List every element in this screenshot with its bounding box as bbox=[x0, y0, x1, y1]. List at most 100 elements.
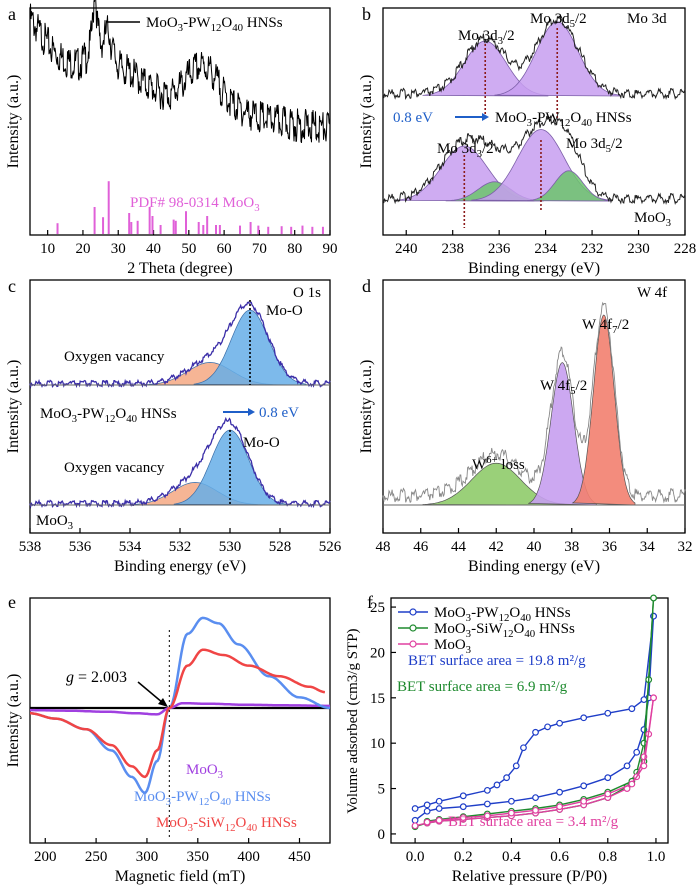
panel-f-point bbox=[435, 805, 443, 812]
panel-b-ylabel: Intensity (a.u.) bbox=[358, 75, 375, 169]
panel-d-xtick-label: 46 bbox=[413, 539, 429, 555]
panel-b-top-envelope bbox=[382, 15, 686, 101]
panel-e-series-2 bbox=[30, 648, 325, 779]
panel-f-bet-label: BET surface area = 19.8 m²/g bbox=[408, 653, 586, 669]
panel-c-xtick-label: 536 bbox=[69, 539, 92, 555]
panel-c-corner-label: O 1s bbox=[293, 285, 321, 301]
panel-f-point bbox=[512, 762, 520, 770]
panel-f-legend-label: MoO3-SiW12O40 HNSs bbox=[434, 621, 575, 640]
panel-b-xtick-label: 238 bbox=[441, 241, 464, 257]
panel-e-xtick-label: 200 bbox=[34, 849, 57, 865]
panel-b-xlabel: Binding energy (eV) bbox=[468, 260, 600, 277]
panel-c-xtick-label: 532 bbox=[169, 539, 192, 555]
panel-f-xtick-label: 0.8 bbox=[598, 849, 617, 865]
panel-d-ylabel: Intensity (a.u.) bbox=[358, 360, 375, 454]
panel-f-point bbox=[650, 612, 657, 620]
panel-a-xtick-label: 80 bbox=[287, 241, 302, 257]
panel-e-series-0 bbox=[30, 701, 330, 716]
panel-f-point bbox=[556, 719, 564, 727]
panel-e-xtick-label: 400 bbox=[237, 849, 260, 865]
panel-c-xtick-label: 526 bbox=[319, 539, 342, 555]
panel-f-point bbox=[435, 816, 443, 824]
panel-e-xtick-label: 450 bbox=[288, 849, 311, 865]
panel-b-bottom-label-1: Mo 3d3/2 bbox=[437, 141, 494, 160]
panel-f-bet-label: BET surface area = 3.4 m²/g bbox=[448, 814, 619, 830]
panel-c-bottom-envelope bbox=[29, 416, 331, 509]
panel-f-point bbox=[604, 790, 612, 798]
panel-letter-e: e bbox=[8, 592, 16, 612]
panel-e-label-siw: MoO3-SiW12O40 HNSs bbox=[156, 815, 297, 834]
panel-letter-c: c bbox=[8, 276, 16, 296]
panel-e-label-moo3: MoO3 bbox=[186, 762, 223, 781]
panel-f-legend-marker bbox=[409, 640, 417, 648]
panel-d-label-w4f72: W 4f7/2 bbox=[582, 317, 629, 336]
panel-f-series-2-des bbox=[426, 697, 655, 823]
panel-f-ytick-label: 10 bbox=[370, 736, 385, 752]
panel-f-point bbox=[628, 780, 636, 788]
panel-f-point bbox=[411, 805, 419, 812]
panel-f-ytick-label: 20 bbox=[370, 645, 385, 661]
panel-c-xtick-label: 538 bbox=[19, 539, 42, 555]
panel-f-point bbox=[423, 818, 431, 826]
panel-b-top-label-1: Mo 3d3/2 bbox=[458, 28, 515, 47]
panel-c-top-moo-label: Mo-O bbox=[266, 303, 303, 319]
panel-f-point bbox=[556, 788, 564, 796]
panel-f-point bbox=[508, 809, 515, 817]
panel-f-point bbox=[650, 594, 657, 602]
panel-f-point bbox=[493, 781, 501, 789]
panel-d-xtick-label: 32 bbox=[678, 539, 693, 555]
panel-a-xlabel: 2 Theta (degree) bbox=[127, 260, 232, 277]
panel-e-ylabel: Intensity (a.u.) bbox=[5, 674, 22, 768]
panel-f-legend-label: MoO3 bbox=[434, 637, 471, 656]
panel-c-xtick-label: 534 bbox=[119, 539, 142, 555]
panel-e: 200 250 300 350 400 450 Magnetic field (mT) Int… bbox=[5, 597, 331, 885]
panel-f-xtick-label: 1.0 bbox=[647, 849, 666, 865]
panel-e-xtick-label: 350 bbox=[187, 849, 210, 865]
panel-b-xtick-label: 230 bbox=[627, 241, 650, 257]
panel-c-shift-label: 0.8 eV bbox=[259, 405, 299, 421]
panel-f-legend-marker bbox=[409, 624, 417, 632]
panel-f-ytick-label: 15 bbox=[370, 691, 385, 707]
panel-f-point bbox=[459, 792, 467, 800]
panel-f-xlabel: Relative pressure (P/P0) bbox=[452, 868, 608, 885]
panel-f-point bbox=[580, 797, 588, 805]
panel-a-xtick-label: 70 bbox=[252, 241, 267, 257]
panel-b-bottom-peak bbox=[526, 170, 612, 202]
panel-f-point bbox=[459, 803, 467, 811]
panel-e-label-pw: MoO3-PW12O40 HNSs bbox=[134, 789, 271, 808]
panel-b-ref-label: MoO3 bbox=[634, 210, 671, 229]
panel-f: 0.0 0.2 0.4 0.6 0.8 1.0 Relative pressure (P/P… bbox=[345, 594, 669, 885]
panel-f-point bbox=[411, 822, 419, 830]
panel-d: 48 46 44 42 40 38 36 34 32 Binding energy (eV) Int… bbox=[358, 279, 693, 575]
panel-letter-d: d bbox=[362, 276, 371, 296]
panel-b-bottom-label-2: Mo 3d5/2 bbox=[566, 136, 623, 155]
panel-c-xlabel: Binding energy (eV) bbox=[114, 558, 246, 575]
panel-f-point bbox=[503, 774, 511, 782]
panel-f-ytick-label: 5 bbox=[378, 782, 386, 798]
panel-d-peak bbox=[571, 314, 636, 506]
panel-b-sample-label: MoO3-PW12O40 HNSs bbox=[495, 110, 632, 129]
panel-e-xtick-label: 300 bbox=[136, 849, 159, 865]
panel-f-point bbox=[532, 794, 539, 802]
panel-c-ylabel: Intensity (a.u.) bbox=[5, 360, 22, 454]
panel-c: 538 536 534 532 530 528 526 Binding energy (eV)… bbox=[5, 279, 342, 575]
panel-b-xtick-label: 234 bbox=[534, 241, 557, 257]
panel-f-point bbox=[640, 696, 648, 704]
panel-d-xtick-label: 34 bbox=[640, 539, 656, 555]
panel-a-xtick-label: 30 bbox=[111, 241, 126, 257]
panel-f-point bbox=[423, 807, 431, 815]
panel-f-point bbox=[411, 816, 419, 824]
panel-a-legend-label: MoO3-PW12O40 HNSs bbox=[146, 15, 283, 34]
panel-letter-a: a bbox=[8, 4, 16, 24]
panel-f-point bbox=[544, 723, 551, 731]
panel-b-shift-label: 0.8 eV bbox=[393, 110, 433, 126]
panel-b-bottom-envelope bbox=[382, 115, 686, 206]
panel-d-xtick-label: 36 bbox=[602, 539, 618, 555]
panel-c-bottom-vacancy-label: Oxygen vacancy bbox=[64, 460, 165, 476]
panel-b-top-label-2: Mo 3d5/2 bbox=[530, 11, 587, 30]
panel-d-xtick-label: 48 bbox=[376, 539, 391, 555]
panel-d-xtick-label: 40 bbox=[527, 539, 542, 555]
panel-f-point bbox=[604, 709, 612, 717]
panel-f-point bbox=[623, 762, 631, 770]
panel-c-top-envelope bbox=[29, 301, 331, 389]
